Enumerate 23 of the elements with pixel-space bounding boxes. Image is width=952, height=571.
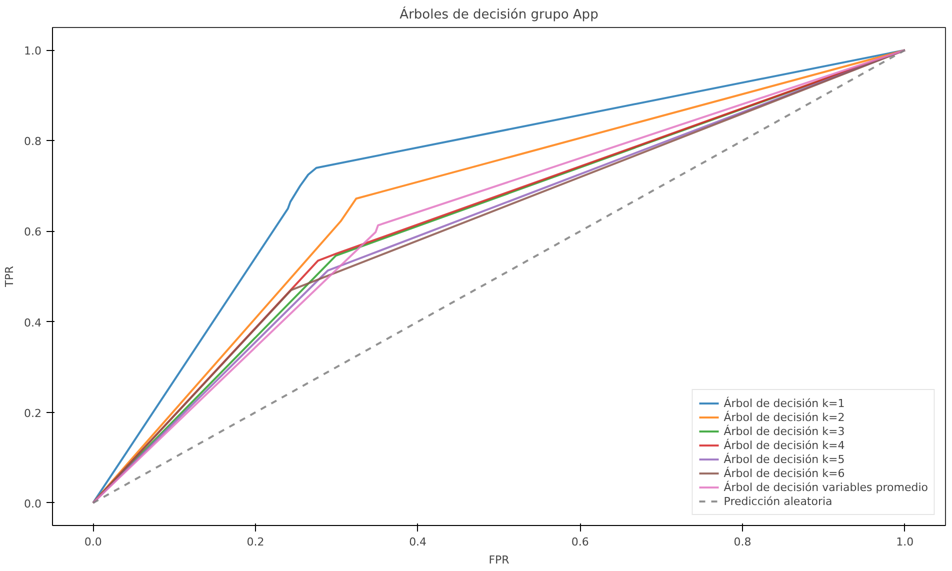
- chart-title: Árboles de decisión grupo App: [400, 6, 598, 22]
- x-tick-label: 0.8: [734, 536, 752, 548]
- legend-label: Árbol de decisión k=4: [724, 438, 845, 452]
- y-tick-label: 0.2: [24, 406, 42, 420]
- y-tick-label: 0.6: [24, 226, 42, 239]
- legend-label: Árbol de decisión k=1: [724, 396, 845, 410]
- legend-label: Árbol de decisión k=3: [724, 424, 845, 438]
- legend-label: Árbol de decisión k=6: [724, 466, 845, 480]
- x-tick-label: 0.0: [84, 536, 102, 548]
- y-axis-title: TPR: [3, 266, 16, 288]
- x-axis-title: FPR: [488, 554, 510, 566]
- y-tick-label: 1.0: [24, 44, 42, 58]
- legend-label: Árbol de decisión variables promedio: [724, 480, 928, 494]
- x-tick-label: 1.0: [896, 536, 914, 548]
- legend-label: Árbol de decisión k=2: [724, 410, 845, 424]
- x-tick-label: 0.2: [246, 536, 264, 548]
- legend-label: Predicción aleatoria: [724, 494, 832, 508]
- x-tick-label: 0.6: [571, 536, 589, 548]
- x-tick-label: 0.4: [409, 536, 427, 548]
- y-tick-label: 0.8: [24, 135, 42, 148]
- y-tick-label: 0.0: [24, 497, 42, 510]
- y-tick-label: 0.4: [24, 316, 42, 330]
- legend-label: Árbol de decisión k=5: [724, 452, 845, 466]
